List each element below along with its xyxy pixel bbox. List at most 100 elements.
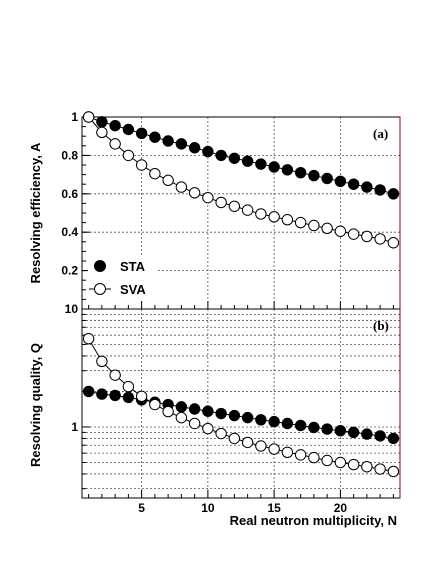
panel-b-point-sta <box>334 424 347 437</box>
panel-b-point-sva <box>109 369 121 381</box>
panel-b-label: (b) <box>373 318 389 333</box>
panel-a-point-sta <box>149 131 161 143</box>
panel-b-point-sva <box>334 456 347 469</box>
panel-a-ytick-label: 0.6 <box>61 187 78 201</box>
panel-a-point-sta <box>387 188 400 200</box>
panel-b-line-sta <box>88 390 394 439</box>
panel-b-point-sta <box>268 415 280 428</box>
panel-a-point-sta <box>321 172 333 185</box>
panel-b-point-sva <box>241 436 254 449</box>
panel-b-point-sva <box>374 463 386 475</box>
panel-b-ticks: 1 10 5 10 15 20 <box>65 302 394 515</box>
panel-a-label: (a) <box>373 126 388 141</box>
panel-a-point-sta <box>175 138 188 150</box>
panel-a-point-sva <box>308 219 320 232</box>
panel-a-point-sva <box>82 111 95 123</box>
panel-a-point-sta <box>109 119 121 132</box>
panel-a-point-sva <box>228 200 241 212</box>
panel-b-point-sva <box>268 443 280 455</box>
panel-a-point-sva <box>215 196 227 209</box>
panel-a-point-sta <box>135 127 148 140</box>
panel-a-point-sva <box>347 228 360 240</box>
panel-b-point-sva <box>387 465 400 478</box>
panel-a-point-sta <box>228 152 241 164</box>
panel-a-point-sva <box>334 225 347 237</box>
panel-b-point-sva <box>294 449 307 461</box>
panel-b-point-sta <box>255 414 267 426</box>
panel-b-series <box>82 333 400 478</box>
panel-b-point-sva <box>228 432 241 445</box>
panel-b-point-sva <box>175 411 188 424</box>
panel-b-point-sta <box>202 405 214 417</box>
panel-a-ytick-label: 0.8 <box>61 148 78 162</box>
panel-a-point-sva <box>321 222 333 235</box>
panel-a-point-sva <box>281 214 294 226</box>
panel-b-point-sta <box>228 409 241 422</box>
panel-a-point-sva <box>188 187 201 199</box>
panel-a-point-sva <box>109 138 121 150</box>
panel-b-ytick-label: 10 <box>65 302 79 316</box>
panel-a-point-sta <box>294 166 307 179</box>
panel-a-point-sva <box>162 174 174 187</box>
panel-b-point-sva <box>162 405 174 418</box>
panel-a-point-sta <box>96 116 108 128</box>
panel-a-point-sva <box>241 204 254 216</box>
panel-a-point-sta <box>162 135 174 147</box>
panel-b-point-sta <box>294 419 307 432</box>
panel-a-point-sta <box>215 149 227 162</box>
legend: STA SVA <box>88 255 156 299</box>
panel-a-point-sva <box>255 208 267 220</box>
panel-b-point-sva <box>135 390 148 402</box>
panel-a-point-sva <box>149 167 161 180</box>
panel-b-point-sta <box>347 426 360 439</box>
panel-a-point-sta <box>122 123 135 136</box>
panel-b-point-sta <box>374 430 386 442</box>
panel-a-point-sta <box>334 175 347 188</box>
panel-a-point-sva <box>122 149 135 162</box>
panel-b-point-sta <box>96 388 108 400</box>
panel-b-point-sva <box>255 440 267 452</box>
panel-a-point-sva <box>175 181 188 193</box>
legend-marker-sva <box>94 283 106 295</box>
panel-b: 1 10 5 10 15 20 (b) Resolving quality, Q Real… <box>28 302 401 528</box>
panel-b-point-sta <box>215 407 227 420</box>
panel-b-point-sta <box>321 423 333 435</box>
panel-a-point-sta <box>188 142 201 154</box>
panel-b-line-sva <box>88 338 394 472</box>
x-tick-label: 5 <box>138 501 145 515</box>
panel-a-point-sta <box>374 184 386 196</box>
panel-a-point-sta <box>268 161 280 173</box>
panel-b-point-sta <box>241 411 254 424</box>
panel-a-point-sta <box>202 145 214 158</box>
panel-b-point-sta <box>175 401 188 413</box>
panel-b-ylabel: Resolving quality, Q <box>28 343 43 467</box>
panel-a-point-sta <box>308 169 320 182</box>
panel-b-point-sta <box>281 417 294 430</box>
panel-a-ytick-label: 0.4 <box>61 225 78 239</box>
panel-b-point-sva <box>202 422 214 435</box>
panel-b-point-sva <box>188 417 201 430</box>
panel-a-point-sva <box>294 216 307 229</box>
panel-a-point-sta <box>241 155 254 167</box>
panel-a-series <box>82 111 400 249</box>
panel-b-point-sva <box>82 333 95 345</box>
panel-a-point-sva <box>361 230 373 243</box>
panel-b-point-sva <box>215 427 227 440</box>
panel-a-ytick-label: 0.2 <box>61 264 78 278</box>
panel-a-point-sta <box>347 178 360 190</box>
panel-a-point-sta <box>361 181 373 193</box>
panel-b-point-sva <box>281 446 294 458</box>
panel-b-point-sta <box>361 428 373 440</box>
panel-b-point-sta <box>122 391 135 404</box>
panel-a: 0.2 0.4 0.6 0.8 1 (a) Resolving efficiency, … <box>28 110 401 310</box>
x-tick-label: 15 <box>267 501 281 515</box>
panel-a-ticks: 0.2 0.4 0.6 0.8 1 <box>61 110 394 309</box>
legend-marker-sta <box>94 260 106 272</box>
panel-b-point-sta <box>387 432 400 445</box>
panel-a-point-sva <box>135 159 148 171</box>
panel-b-ytick-label: 1 <box>71 420 78 434</box>
panel-a-point-sva <box>202 191 214 204</box>
panel-a-point-sta <box>255 158 267 170</box>
panel-b-point-sva <box>149 398 161 411</box>
panel-b-point-sta <box>308 421 320 434</box>
